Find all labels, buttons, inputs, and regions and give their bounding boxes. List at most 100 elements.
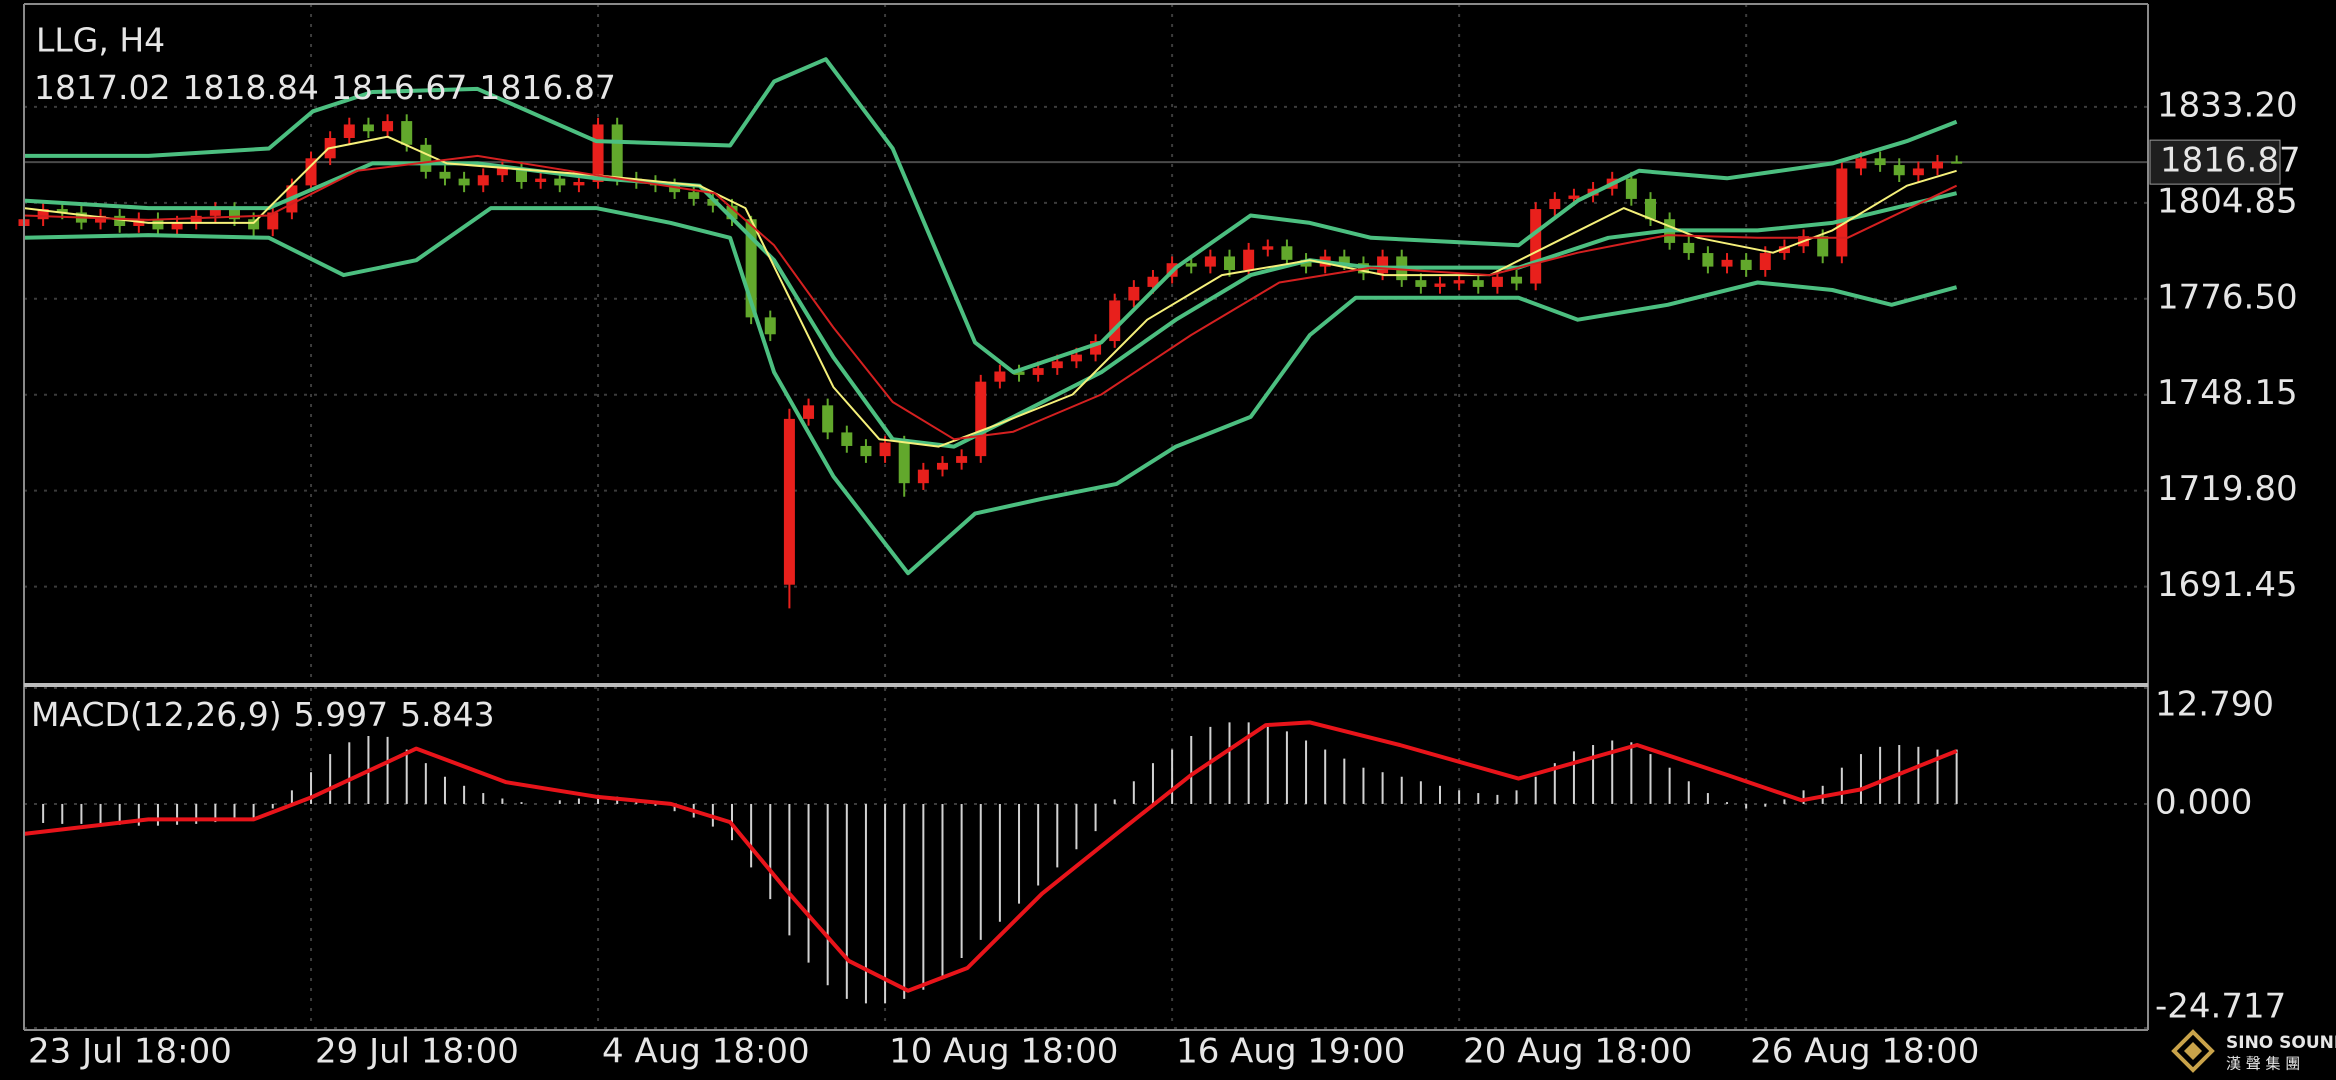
chart-title: LLG, H4 bbox=[36, 21, 165, 60]
indicator-line bbox=[23, 206, 1958, 576]
candle-body bbox=[1415, 280, 1427, 287]
y-tick-label: 1804.85 bbox=[2157, 181, 2298, 221]
logo: SINO SOUND 漢 聲 集 團 bbox=[2171, 1029, 2336, 1073]
candle-body bbox=[841, 432, 853, 446]
candle-body bbox=[1817, 236, 1829, 257]
candle-body bbox=[382, 121, 394, 132]
candle-body bbox=[1721, 259, 1733, 267]
y-tick-label: 1748.15 bbox=[2157, 373, 2298, 413]
x-tick-label: 16 Aug 19:00 bbox=[1176, 1032, 1405, 1072]
candle-body bbox=[190, 215, 202, 223]
candle-body bbox=[362, 124, 374, 132]
candle-body bbox=[1434, 283, 1446, 287]
candle-body bbox=[1740, 259, 1752, 270]
candle-body bbox=[1511, 276, 1523, 284]
candle-body bbox=[1912, 168, 1924, 176]
candle-body bbox=[1224, 256, 1236, 270]
candle-body bbox=[879, 442, 891, 457]
x-tick-label: 29 Jul 18:00 bbox=[315, 1032, 519, 1072]
candle-body bbox=[1951, 161, 1963, 164]
candle-body bbox=[611, 124, 623, 179]
candle-body bbox=[114, 215, 126, 226]
x-tick-label: 20 Aug 18:00 bbox=[1463, 1032, 1692, 1072]
current-price-box bbox=[2149, 139, 2281, 185]
candle-body bbox=[1530, 209, 1542, 284]
candle-body bbox=[745, 219, 757, 318]
candle-body bbox=[152, 219, 164, 230]
candle-body bbox=[1874, 158, 1886, 166]
candle-body bbox=[936, 462, 948, 470]
logo-core bbox=[2184, 1042, 2202, 1060]
candle-body bbox=[1013, 371, 1025, 375]
plot-layer bbox=[18, 4, 2148, 1029]
candle-body bbox=[688, 192, 700, 199]
x-tick-label: 10 Aug 18:00 bbox=[889, 1032, 1118, 1072]
candle-body bbox=[343, 124, 355, 139]
candle-body bbox=[1836, 168, 1848, 257]
candle-body bbox=[1377, 256, 1389, 274]
candle-body bbox=[1453, 280, 1465, 284]
candle-body bbox=[535, 178, 547, 183]
candle-body bbox=[822, 405, 834, 433]
x-tick-label: 23 Jul 18:00 bbox=[28, 1032, 232, 1072]
candle-body bbox=[439, 171, 451, 179]
candle-body bbox=[1893, 165, 1905, 176]
high-value: 1818.84 bbox=[182, 68, 318, 107]
candle-body bbox=[592, 124, 604, 183]
candle-body bbox=[37, 209, 49, 220]
candle-body bbox=[1778, 246, 1790, 254]
candle-body bbox=[496, 168, 508, 176]
logo-subtitle: 漢 聲 集 團 bbox=[2226, 1055, 2300, 1073]
candle-body bbox=[1090, 341, 1102, 355]
candle-body bbox=[1549, 198, 1561, 210]
macd-value: 5.997 bbox=[294, 695, 388, 734]
candle-body bbox=[1702, 253, 1714, 267]
y-tick-label: 1833.20 bbox=[2157, 85, 2298, 125]
candle-body bbox=[1568, 195, 1580, 199]
candle-body bbox=[401, 121, 413, 145]
candle-body bbox=[228, 209, 240, 220]
candle-body bbox=[917, 469, 929, 484]
macd-readout: MACD(12,26,9) 5.997 5.843 bbox=[31, 695, 495, 734]
close-value: 1816.87 bbox=[479, 68, 615, 107]
candle-body bbox=[1759, 253, 1771, 270]
candle-body bbox=[171, 222, 183, 230]
candle-body bbox=[1491, 276, 1503, 287]
candle-body bbox=[1128, 286, 1140, 301]
macd-label: MACD(12,26,9) bbox=[31, 695, 282, 734]
signal-value: 5.843 bbox=[400, 695, 494, 734]
candle-body bbox=[573, 182, 585, 186]
candle-body bbox=[1338, 256, 1350, 264]
candle-body bbox=[95, 215, 107, 223]
indicator-line bbox=[23, 154, 1958, 441]
candle-body bbox=[975, 381, 987, 457]
candle-body bbox=[1204, 256, 1216, 267]
candle-body bbox=[516, 168, 528, 183]
y-tick-label: 1719.80 bbox=[2157, 469, 2298, 509]
macd-tick-label: 0.000 bbox=[2155, 782, 2252, 822]
candle-body bbox=[1855, 158, 1867, 169]
indicator-line bbox=[23, 161, 1958, 449]
candle-body bbox=[267, 212, 279, 230]
candle-body bbox=[477, 175, 489, 186]
y-tick-label: 1776.50 bbox=[2157, 277, 2298, 317]
macd-tick-label: -24.717 bbox=[2155, 987, 2286, 1027]
candle-body bbox=[56, 209, 68, 213]
candle-body bbox=[1683, 242, 1695, 254]
candle-body bbox=[783, 418, 795, 585]
candle-body bbox=[1262, 246, 1274, 250]
candle-body bbox=[1185, 263, 1197, 267]
indicator-line bbox=[23, 135, 1957, 448]
candle-body bbox=[1032, 368, 1044, 375]
candle-body bbox=[1625, 178, 1637, 199]
candle-body bbox=[1147, 276, 1159, 287]
ohlc-readout: 1817.02 1818.84 1816.67 1816.87 bbox=[34, 68, 616, 107]
candle-body bbox=[1932, 161, 1944, 169]
candle-body bbox=[209, 209, 221, 216]
candle-body bbox=[1243, 249, 1255, 270]
x-tick-label: 26 Aug 18:00 bbox=[1750, 1032, 1979, 1072]
candle-body bbox=[458, 178, 470, 186]
